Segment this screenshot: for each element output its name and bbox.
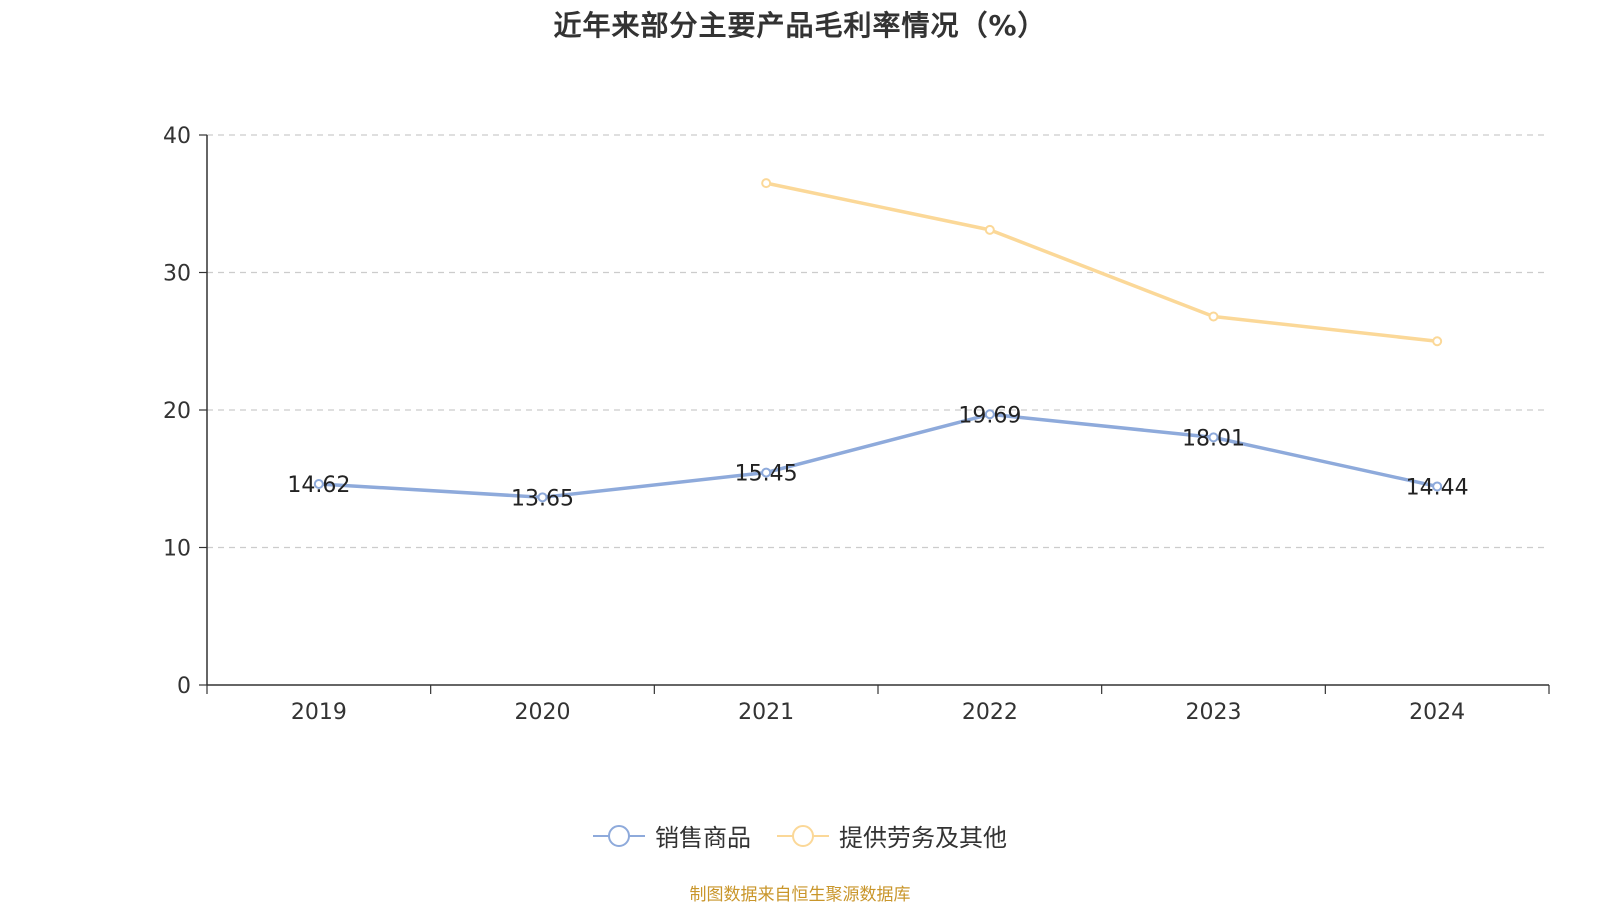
source-note: 制图数据来自恒生聚源数据库 bbox=[689, 885, 911, 905]
data-point-0-3 bbox=[984, 409, 995, 420]
y-tick-label: 0 bbox=[177, 674, 191, 699]
x-tick-label-2022: 2022 bbox=[962, 700, 1018, 725]
data-point-0-0 bbox=[313, 478, 324, 489]
x-tick-label-2021: 2021 bbox=[738, 700, 794, 725]
data-labels: 14.62 13.65 15.45 19.69 18.01 14.44 bbox=[287, 403, 1468, 511]
axes: 0 10 20 30 40 2019 2020 2021 2022 2023 2024 bbox=[163, 124, 1550, 725]
data-point-0-5 bbox=[1432, 481, 1443, 492]
legend-label-services: 提供劳务及其他 bbox=[839, 824, 1007, 852]
y-tick-label: 30 bbox=[163, 262, 191, 287]
legend-item-services[interactable]: 提供劳务及其他 bbox=[777, 818, 1007, 853]
data-label: 13.65 bbox=[511, 486, 574, 511]
data-point-0-1 bbox=[537, 492, 548, 503]
x-tick-label-2019: 2019 bbox=[291, 700, 347, 725]
legend-label-sales: 销售商品 bbox=[655, 824, 751, 852]
data-label: 15.45 bbox=[735, 462, 798, 487]
data-label: 14.44 bbox=[1406, 475, 1469, 500]
series bbox=[313, 178, 1443, 503]
data-point-1-2 bbox=[1208, 311, 1219, 322]
y-tick-label: 20 bbox=[163, 399, 191, 424]
y-tick-label: 40 bbox=[163, 124, 191, 149]
legend-item-sales[interactable]: 销售商品 bbox=[593, 818, 751, 853]
y-tick-label: 10 bbox=[163, 537, 191, 562]
grid-lines bbox=[207, 134, 1549, 549]
x-tick-label-2020: 2020 bbox=[515, 700, 571, 725]
data-point-0-2 bbox=[761, 467, 772, 478]
data-point-1-0 bbox=[761, 178, 772, 189]
data-label: 18.01 bbox=[1182, 426, 1245, 451]
legend-marker-services bbox=[777, 824, 829, 848]
x-tick-label-2024: 2024 bbox=[1409, 700, 1465, 725]
series-line-0 bbox=[318, 412, 1438, 500]
data-point-1-1 bbox=[984, 224, 995, 235]
data-label: 19.69 bbox=[958, 403, 1021, 428]
x-tick-label-2023: 2023 bbox=[1186, 700, 1242, 725]
series-line-1 bbox=[765, 181, 1438, 343]
data-point-1-3 bbox=[1432, 336, 1443, 347]
data-point-0-4 bbox=[1208, 432, 1219, 443]
legend-marker-sales bbox=[593, 824, 645, 848]
data-label: 14.62 bbox=[287, 473, 350, 498]
legend: 销售商品 提供劳务及其他 bbox=[0, 818, 1600, 853]
chart-title: 近年来部分主要产品毛利率情况（%） bbox=[553, 9, 1047, 42]
